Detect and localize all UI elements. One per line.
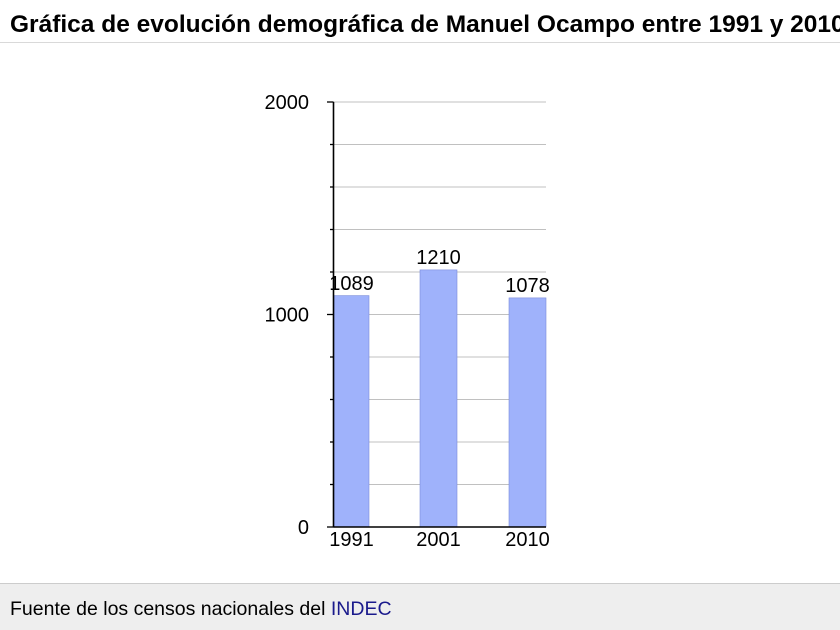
svg-text:0: 0 <box>298 517 309 539</box>
svg-text:1089: 1089 <box>329 273 374 295</box>
svg-text:2000: 2000 <box>265 92 310 114</box>
svg-text:1991: 1991 <box>329 529 374 551</box>
svg-text:1078: 1078 <box>505 275 550 297</box>
svg-text:1000: 1000 <box>265 305 310 327</box>
svg-text:2001: 2001 <box>416 529 461 551</box>
svg-text:1210: 1210 <box>416 247 461 269</box>
svg-text:2010: 2010 <box>505 529 550 551</box>
